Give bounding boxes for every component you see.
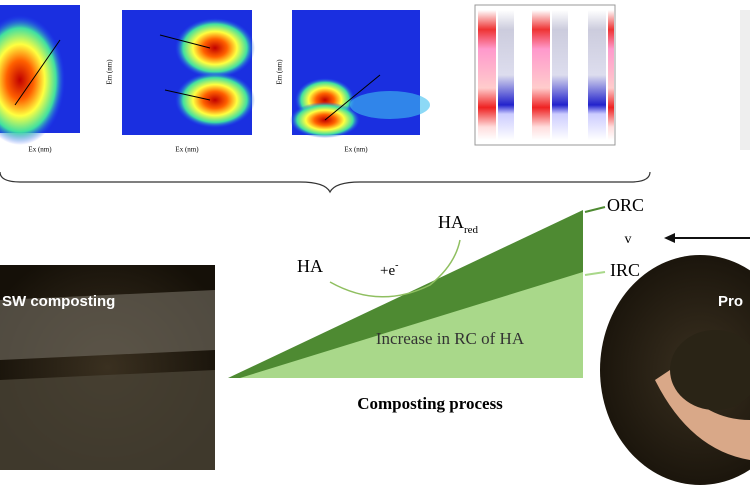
map-3: Ex (nm) Em (nm) — [276, 10, 430, 154]
relation: v — [625, 232, 632, 247]
axis-label: Ex (nm) — [175, 146, 199, 154]
axis-label: Ex (nm) — [28, 146, 52, 154]
reactant: HA — [297, 256, 323, 276]
product-sub: red — [464, 224, 479, 236]
electron-base: +e — [380, 263, 395, 279]
photo-label: SW composting — [2, 293, 115, 310]
product-base: HA — [438, 212, 464, 232]
pointer — [584, 206, 606, 213]
product-photo: Pro — [600, 255, 750, 485]
axis-label: Ex (nm) — [344, 146, 368, 154]
electron-sup: - — [395, 260, 398, 271]
process-label: Composting process — [357, 394, 503, 413]
orc-label: ORC — [607, 195, 644, 215]
pointer — [584, 271, 606, 276]
product: HAred — [438, 212, 479, 235]
cropped-panel — [740, 10, 750, 150]
irc-label: IRC — [610, 260, 640, 280]
photo-label: Pro — [718, 293, 743, 310]
axis-label: Em (nm) — [106, 59, 114, 85]
brace — [0, 171, 651, 194]
compost-photo: SW composting — [0, 265, 215, 470]
axis-label: Em (nm) — [276, 59, 284, 85]
map-2: Ex (nm) Em (nm) — [106, 10, 255, 154]
reaction-arc — [329, 239, 461, 298]
triangle-label: Increase in RC of HA — [376, 329, 525, 348]
heatmap-columns — [474, 4, 616, 146]
electron: +e- — [380, 260, 398, 279]
arrowhead — [664, 233, 675, 243]
irc-triangle — [240, 272, 583, 378]
map-1: Ex (nm) — [0, 5, 80, 154]
